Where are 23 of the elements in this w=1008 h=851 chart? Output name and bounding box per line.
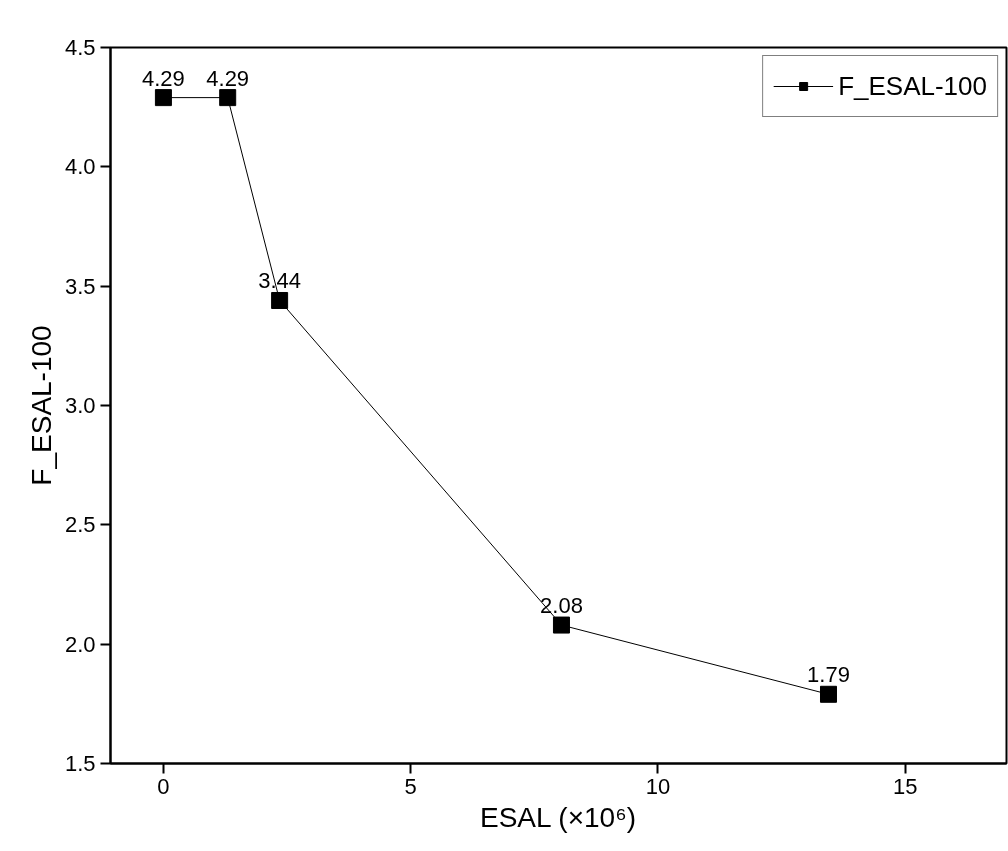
y-tick-label: 2.0	[64, 631, 96, 657]
x-tick-label: 10	[645, 773, 671, 799]
x-tick-label: 15	[892, 773, 918, 799]
data-label: 4.29	[142, 65, 185, 91]
point	[219, 89, 237, 107]
x-tick-label: 5	[404, 773, 417, 799]
point	[552, 616, 570, 634]
data-label: 4.29	[206, 65, 250, 91]
legend-label: F_ESAL-100	[838, 69, 987, 103]
y-tick-label: 4.5	[64, 35, 96, 60]
point	[819, 685, 837, 703]
data-label: 1.79	[807, 662, 850, 688]
y-tick-label: 4.0	[64, 154, 96, 180]
y-axis-title: F_ESAL-100	[25, 325, 57, 486]
y-tick-label: 3.5	[64, 273, 96, 299]
y-tick-label: 3.0	[64, 393, 96, 418]
y-tick-label: 1.5	[64, 751, 96, 776]
x-axis-title: ESAL (×10⁶)	[479, 801, 636, 833]
x-tick-label: 0	[157, 773, 170, 799]
data-label: 3.44	[258, 268, 302, 294]
y-tick-label: 2.5	[64, 512, 96, 538]
point	[154, 89, 172, 107]
point	[271, 291, 289, 309]
